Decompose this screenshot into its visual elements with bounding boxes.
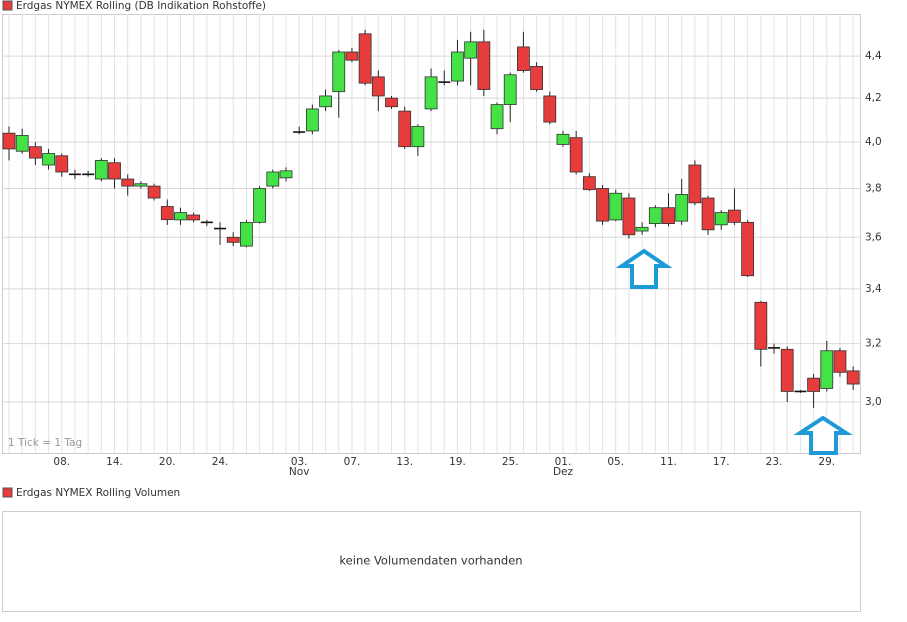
x-tick-label: 17. xyxy=(713,456,730,468)
candle-body xyxy=(279,170,293,179)
candle-body xyxy=(121,178,135,187)
candle-body xyxy=(530,66,543,90)
x-tick-label: 20. xyxy=(159,456,176,468)
candle-body xyxy=(833,350,847,373)
candle-body xyxy=(266,171,280,187)
candle-body xyxy=(688,164,702,204)
y-tick-label: 3,8 xyxy=(865,182,882,194)
candle-body xyxy=(305,108,319,132)
candle-body xyxy=(846,370,860,385)
candle-body xyxy=(319,95,332,108)
y-tick-label: 4,2 xyxy=(865,92,882,104)
volume-panel xyxy=(2,511,861,612)
x-tick-label: 14. xyxy=(106,456,123,468)
candle-body xyxy=(371,76,385,97)
y-tick-label: 3,4 xyxy=(865,283,882,295)
x-sublabel: Nov xyxy=(289,466,310,478)
candle-body xyxy=(477,41,491,90)
y-tick-label: 4,4 xyxy=(865,50,882,62)
candle-body xyxy=(55,155,69,173)
y-tick-label: 3,0 xyxy=(865,396,882,408)
candle-body xyxy=(596,188,609,222)
x-tick-label: 08. xyxy=(53,456,70,468)
candle-body xyxy=(556,133,570,145)
candle-body xyxy=(741,221,755,277)
x-tick-label: 19. xyxy=(449,456,466,468)
candle-body xyxy=(635,226,649,232)
candle-body xyxy=(385,97,398,108)
legend-swatch xyxy=(2,487,13,498)
x-tick-label: 23. xyxy=(766,456,783,468)
candle-body xyxy=(490,104,504,130)
candle-body xyxy=(807,377,820,392)
candle-body xyxy=(662,207,675,225)
x-tick-label: 11. xyxy=(660,456,677,468)
y-tick-label: 3,2 xyxy=(865,338,882,350)
candle-body xyxy=(226,236,240,243)
y-tick-label: 4,0 xyxy=(865,136,882,148)
x-tick-label: 05. xyxy=(607,456,624,468)
candle-body xyxy=(754,301,768,350)
candle-body xyxy=(517,46,530,71)
candle-body xyxy=(728,209,741,223)
candle-body xyxy=(134,183,148,187)
x-sublabel: Dez xyxy=(553,466,574,478)
volume-message: keine Volumendaten vorhanden xyxy=(339,554,522,568)
candle-body xyxy=(582,176,596,191)
x-tick-label: 24. xyxy=(212,456,229,468)
candle-body xyxy=(2,132,16,150)
candle-body xyxy=(160,206,174,221)
x-tick-label: 13. xyxy=(396,456,413,468)
candle-body xyxy=(187,214,201,221)
candle-body xyxy=(28,146,42,159)
candle-body xyxy=(345,51,359,61)
x-tick-label: 29. xyxy=(818,456,835,468)
candle-body xyxy=(94,160,108,180)
candle-body xyxy=(174,212,187,221)
candle-body xyxy=(332,51,346,93)
candle-body xyxy=(424,76,438,110)
arrow-annotation xyxy=(615,248,853,455)
candle-body xyxy=(398,110,412,148)
candle-body xyxy=(358,33,372,84)
candle-body xyxy=(253,188,267,223)
candle-body xyxy=(714,212,728,226)
candle-body xyxy=(701,197,715,231)
y-tick-label: 3,6 xyxy=(865,231,882,243)
candle-body xyxy=(569,137,583,173)
candle-body xyxy=(42,153,55,166)
legend-label: Erdgas NYMEX Rolling Volumen xyxy=(16,487,180,499)
x-tick-label: 07. xyxy=(344,456,361,468)
candle-body xyxy=(609,192,623,221)
candle-body xyxy=(622,197,636,236)
candle-body xyxy=(108,162,121,180)
x-tick-label: 25. xyxy=(502,456,519,468)
candle-body xyxy=(543,95,557,123)
candle-body xyxy=(464,41,478,59)
legend-swatch xyxy=(2,0,13,11)
candle-body xyxy=(820,350,834,389)
candle-body xyxy=(648,207,662,225)
candle-body xyxy=(15,135,29,152)
candle-body xyxy=(147,185,161,199)
candle-body xyxy=(503,74,517,105)
candle-body xyxy=(411,126,425,148)
legend-label: Erdgas NYMEX Rolling (DB Indikation Rohs… xyxy=(16,0,266,12)
candle-body xyxy=(675,194,689,222)
candle-body xyxy=(451,51,464,82)
candle-body xyxy=(240,221,253,247)
x-tick-label: 03. xyxy=(291,456,308,468)
x-tick-label: 01. xyxy=(555,456,572,468)
candle-body xyxy=(780,348,794,392)
tick-note: 1 Tick = 1 Tag xyxy=(8,437,82,449)
